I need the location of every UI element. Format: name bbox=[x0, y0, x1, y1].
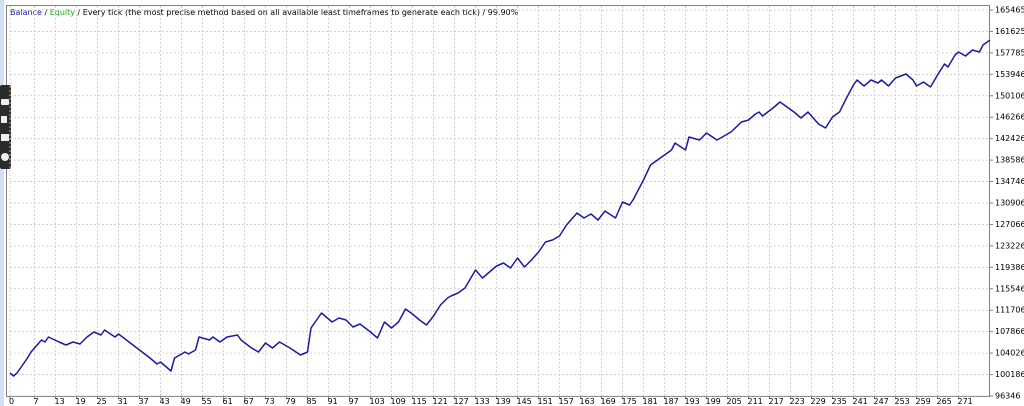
x-tick-label: 31 bbox=[118, 397, 128, 406]
folder-icon[interactable] bbox=[1, 134, 9, 141]
separator: / bbox=[75, 8, 83, 17]
x-tick-label: 97 bbox=[349, 397, 359, 406]
x-tick-label: 49 bbox=[181, 397, 191, 406]
y-tick-label: 130906 bbox=[995, 198, 1024, 207]
x-tick-label: 115 bbox=[412, 397, 427, 406]
x-tick-label: 193 bbox=[685, 397, 700, 406]
toolbar bbox=[0, 85, 11, 169]
x-tick-label: 229 bbox=[811, 397, 826, 406]
x-tick-label: 79 bbox=[286, 397, 296, 406]
x-tick-label: 169 bbox=[601, 397, 616, 406]
y-tick-label: 153946 bbox=[995, 70, 1024, 79]
x-tick-label: 223 bbox=[790, 397, 805, 406]
x-tick-label: 25 bbox=[97, 397, 107, 406]
caption: Balance / Equity / Every tick (the most … bbox=[10, 8, 519, 17]
x-tick-label: 73 bbox=[265, 397, 275, 406]
x-tick-label: 259 bbox=[916, 397, 931, 406]
y-tick-label: 142426 bbox=[995, 134, 1024, 143]
x-tick-label: 205 bbox=[727, 397, 742, 406]
y-tick-label: 138586 bbox=[995, 156, 1024, 165]
x-tick-label: 0 bbox=[9, 397, 14, 406]
x-tick-label: 61 bbox=[223, 397, 233, 406]
y-tick-label: 123226 bbox=[995, 241, 1024, 250]
x-tick-label: 67 bbox=[244, 397, 254, 406]
x-tick-label: 187 bbox=[664, 397, 679, 406]
x-tick-label: 43 bbox=[160, 397, 170, 406]
x-tick-label: 265 bbox=[937, 397, 952, 406]
plot-frame bbox=[6, 5, 990, 397]
y-tick-label: 96346 bbox=[995, 392, 1020, 401]
x-tick-label: 247 bbox=[874, 397, 889, 406]
x-tick-label: 157 bbox=[559, 397, 574, 406]
x-tick-label: 253 bbox=[895, 397, 910, 406]
y-tick-label: 119386 bbox=[995, 263, 1024, 272]
x-tick-label: 163 bbox=[580, 397, 595, 406]
separator: / bbox=[42, 8, 50, 17]
y-tick-label: 111706 bbox=[995, 306, 1024, 315]
camera-icon[interactable] bbox=[1, 99, 9, 105]
balance-line bbox=[9, 39, 991, 377]
x-tick-label: 151 bbox=[538, 397, 553, 406]
balance-label: Balance bbox=[10, 8, 42, 17]
x-tick-label: 175 bbox=[622, 397, 637, 406]
x-tick-label: 241 bbox=[853, 397, 868, 406]
x-tick-label: 19 bbox=[76, 397, 86, 406]
y-tick-label: 165465 bbox=[995, 6, 1024, 15]
x-tick-label: 133 bbox=[475, 397, 490, 406]
x-tick-label: 37 bbox=[139, 397, 149, 406]
y-tick-label: 104026 bbox=[995, 349, 1024, 358]
x-tick-label: 127 bbox=[454, 397, 469, 406]
x-tick-label: 145 bbox=[517, 397, 532, 406]
toolbar-bg bbox=[0, 85, 11, 169]
x-tick-label: 13 bbox=[55, 397, 65, 406]
y-tick-label: 146266 bbox=[995, 113, 1024, 122]
x-tick-label: 55 bbox=[202, 397, 212, 406]
x-tick-label: 199 bbox=[706, 397, 721, 406]
y-tick-label: 161625 bbox=[995, 27, 1024, 36]
x-tick-label: 271 bbox=[958, 397, 973, 406]
x-tick-label: 91 bbox=[328, 397, 338, 406]
x-tick-label: 121 bbox=[433, 397, 448, 406]
left-strip bbox=[0, 0, 4, 406]
x-tick-label: 217 bbox=[769, 397, 784, 406]
x-tick-label: 109 bbox=[391, 397, 406, 406]
y-tick-label: 107866 bbox=[995, 327, 1024, 336]
equity-label: Equity bbox=[50, 8, 76, 17]
y-tick-label: 100186 bbox=[995, 370, 1024, 379]
x-tick-label: 7 bbox=[34, 397, 39, 406]
x-tick-label: 235 bbox=[832, 397, 847, 406]
y-tick-label: 157785 bbox=[995, 48, 1024, 57]
x-tick-label: 181 bbox=[643, 397, 658, 406]
video-icon[interactable] bbox=[1, 116, 7, 123]
x-tick-label: 85 bbox=[307, 397, 317, 406]
y-tick-label: 150106 bbox=[995, 91, 1024, 100]
y-tick-label: 115546 bbox=[995, 284, 1024, 293]
x-tick-label: 139 bbox=[496, 397, 511, 406]
y-tick-label: 134746 bbox=[995, 177, 1024, 186]
x-tick-label: 211 bbox=[748, 397, 763, 406]
caption-text: Every tick (the most precise method base… bbox=[83, 8, 519, 17]
x-tick-label: 103 bbox=[370, 397, 385, 406]
settings-icon[interactable] bbox=[1, 153, 9, 161]
y-tick-label: 127066 bbox=[995, 220, 1024, 229]
